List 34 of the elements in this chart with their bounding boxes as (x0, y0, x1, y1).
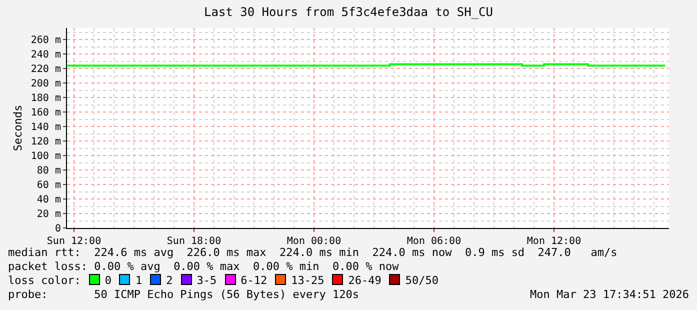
x-tick-label: Mon 06:00 (406, 236, 462, 247)
y-tick-label: 220 m (30, 64, 61, 76)
text: probe: 50 ICMP Echo Pings (56 Bytes) every 120s (8, 288, 359, 301)
y-tick-label: 40 m (36, 194, 61, 206)
y-tick-label: 240 m (30, 50, 61, 61)
text: loss color: (8, 274, 81, 287)
text: 1 (135, 274, 142, 287)
y-tick-label: 200 m (30, 78, 61, 90)
y-tick-label: 160 m (30, 108, 61, 119)
text: 0 (104, 274, 112, 287)
text: 13-25 (291, 274, 324, 287)
chart-title: Last 30 Hours from 5f3c4efe3daa to SH_CU (204, 4, 493, 19)
text: 6-12 (240, 274, 268, 287)
text: Mon Mar 23 17:34:51 2026 (530, 288, 689, 302)
y-tick-label: 60 m (36, 180, 61, 192)
text: median rtt: 224.6 ms avg 226.0 ms max 224.0 ms min 224.0 ms now 0.9 ms sd 247.0 am/s (8, 246, 618, 259)
text: 26-49 (348, 274, 382, 287)
text: 2 (166, 274, 173, 287)
text: packet loss: 0.00 % avg 0.00 % max 0.00 % min 0.00 % now (8, 260, 399, 273)
y-tick-label: 20 m (36, 209, 61, 220)
y-tick-label: 100 m (30, 151, 61, 162)
text: 3-5 (196, 274, 217, 287)
x-tick-label: Mon 12:00 (526, 236, 582, 247)
text: 50/50 (405, 274, 438, 287)
y-tick-label: 120 m (30, 136, 61, 148)
y-tick-label: 140 m (30, 122, 61, 134)
y-tick-label: 0 (54, 224, 61, 234)
x-tick-label: Sun 12:00 (46, 236, 102, 247)
y-tick-label: 80 m (36, 166, 61, 177)
x-tick-label: Mon 00:00 (286, 236, 342, 247)
y-tick-label: 260 m (30, 35, 61, 46)
y-axis-title: Seconds (12, 104, 25, 152)
x-tick-label: Sun 18:00 (166, 236, 222, 247)
y-tick-label: 180 m (30, 93, 61, 104)
